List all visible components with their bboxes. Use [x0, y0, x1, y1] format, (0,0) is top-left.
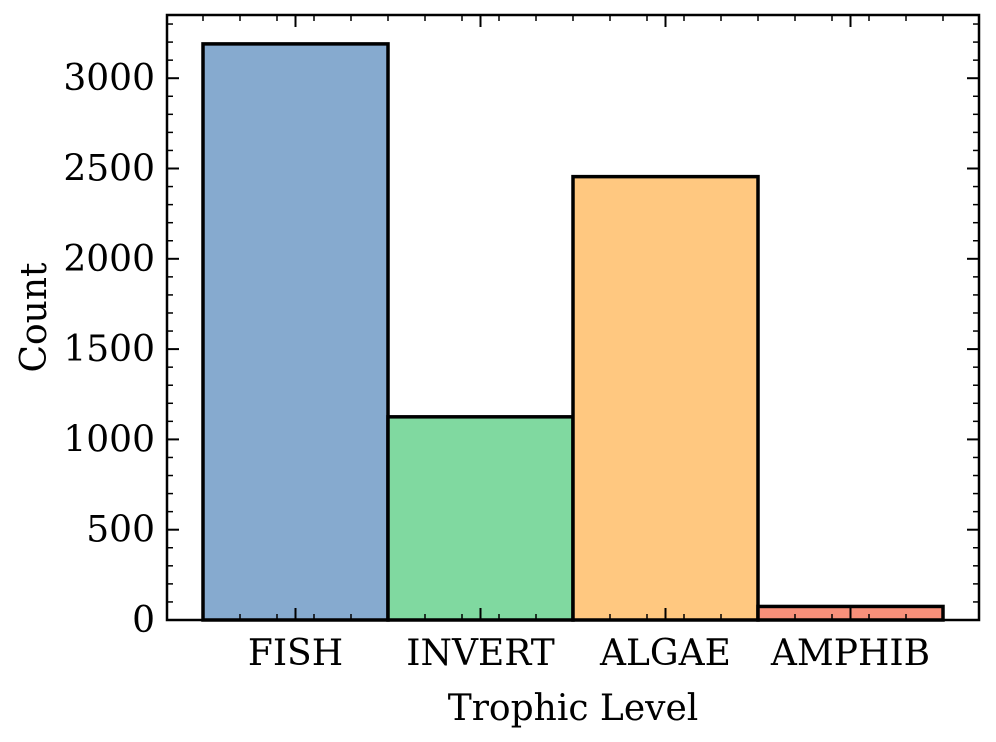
x-tick-label: FISH [248, 633, 343, 674]
bar-invert [386, 415, 575, 622]
y-tick-label: 0 [132, 600, 155, 641]
bars-group [201, 42, 945, 622]
bar-algae [571, 174, 760, 622]
y-tick-label: 500 [86, 510, 155, 551]
y-axis-label: Count [14, 262, 55, 373]
x-tick-label: AMPHIB [770, 633, 930, 674]
y-tick-label: 3000 [63, 58, 155, 99]
plot-frame [165, 13, 981, 622]
y-tick-label: 2500 [63, 149, 155, 190]
y-tick-label: 2000 [63, 239, 155, 280]
x-ticks-group: FISH INVERT ALGAE AMPHIB [202, 15, 944, 674]
x-axis-label: Trophic Level [448, 688, 699, 729]
y-tick-label: 1000 [63, 419, 155, 460]
x-tick-label: INVERT [406, 633, 554, 674]
x-tick-label: ALGAE [599, 633, 731, 674]
y-tick-label: 1500 [63, 329, 155, 370]
bar-fish [201, 42, 390, 622]
